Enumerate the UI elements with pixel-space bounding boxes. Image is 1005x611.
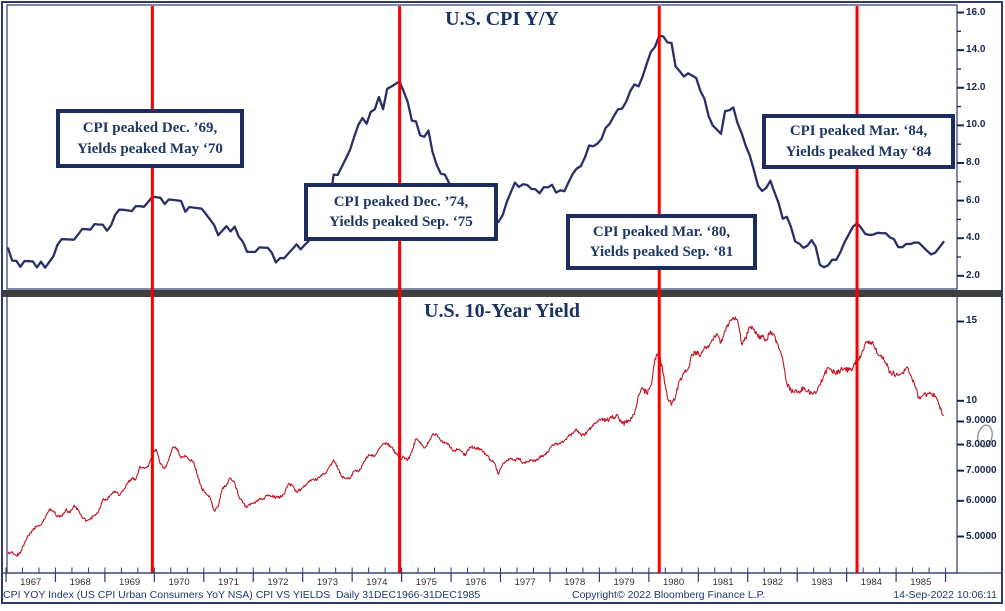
top-y-tick-label: 2.0	[966, 269, 980, 281]
x-axis-year-label: 1976	[465, 577, 487, 588]
annotation-line: CPI peaked Mar. ‘80,	[592, 223, 731, 240]
top-y-tick-label: 10.0	[966, 119, 986, 131]
x-axis-year-label: 1972	[267, 577, 289, 588]
annotation-line: CPI peaked Dec. ’69,	[82, 120, 218, 137]
x-axis-year-label: 1982	[761, 577, 784, 588]
panel-divider	[2, 290, 1003, 297]
top-y-tick-label: 4.0	[966, 232, 980, 244]
bottom-y-tick-label: 9.0000	[966, 415, 997, 427]
timestamp-text: 14-Sep-2022 10:06:11	[893, 589, 997, 601]
axis-oval-annotation	[977, 424, 993, 448]
bottom-y-axis-ticks	[957, 320, 964, 538]
annotation-box-dec74: CPI peaked Dec. ’74, Yields peaked Sep. …	[304, 183, 498, 241]
x-axis-year-label: 1974	[366, 577, 388, 588]
copyright-text: Copyright© 2022 Bloomberg Finance L.P.	[572, 589, 766, 601]
x-axis-year-label: 1971	[217, 577, 240, 588]
top-y-axis-ticks	[957, 11, 964, 277]
x-axis-year-label: 1978	[564, 577, 586, 588]
x-axis-year-label: 1977	[514, 577, 536, 588]
annotation-line: Yields peaked May ‘70	[77, 140, 223, 157]
annotation-line: Yields peaked Sep. ‘75	[329, 214, 473, 230]
cpi-peak-vlines	[150, 6, 859, 573]
x-axis-year-label: 1985	[910, 577, 932, 588]
top-chart-title: U.S. CPI Y/Y	[445, 8, 559, 30]
annotation-box-mar84: CPI peaked Mar. ‘84, Yields peaked May ‘…	[762, 114, 955, 169]
annotation-line: Yields peaked May ‘84	[785, 143, 932, 160]
x-axis-year-label: 1973	[316, 577, 338, 588]
x-axis-ticks	[5, 567, 947, 582]
top-y-tick-label: 14.0	[966, 44, 986, 56]
annotation-line: CPI peaked Mar. ‘84,	[789, 123, 928, 140]
ticker-description-text: CPI YOY Index (US CPI Urban Consumers Yo…	[3, 589, 481, 601]
top-y-tick-label: 6.0	[966, 194, 980, 206]
x-axis-year-label: 1975	[415, 577, 437, 588]
bottom-y-tick-label: 10	[966, 394, 978, 406]
annotation-line: CPI peaked Dec. ’74,	[333, 193, 469, 210]
top-y-tick-label: 16.0	[966, 6, 986, 18]
bottom-y-tick-label: 8.0000	[966, 438, 997, 450]
top-y-tick-label: 8.0	[966, 156, 980, 168]
x-axis-year-label: 1967	[20, 577, 42, 588]
x-axis-year-label: 1968	[69, 577, 91, 588]
ten-year-yield-line	[7, 316, 944, 557]
bottom-y-tick-label: 5.0000	[966, 530, 997, 542]
annotation-box-mar80: CPI peaked Mar. ‘80, Yields peaked Sep. …	[566, 214, 757, 270]
annotation-box-dec69: CPI peaked Dec. ’69, Yields peaked May ‘…	[56, 109, 244, 168]
x-axis-year-label: 1984	[860, 577, 882, 588]
x-axis-year-label: 1969	[119, 577, 141, 588]
x-axis-year-label: 1981	[712, 577, 734, 588]
x-axis-year-label: 1970	[168, 577, 190, 588]
x-axis-year-label: 1980	[662, 577, 685, 588]
bottom-y-tick-label: 7.0000	[966, 464, 997, 476]
top-y-tick-label: 12.0	[966, 81, 986, 93]
x-axis-year-label: 1983	[811, 577, 833, 588]
x-axis-year-label: 1979	[613, 577, 635, 588]
bottom-y-tick-label: 6.0000	[966, 494, 997, 506]
annotation-line: Yields peaked Sep. ‘81	[589, 244, 734, 260]
bottom-y-tick-label: 15	[966, 315, 978, 327]
bottom-chart-title: U.S. 10-Year Yield	[424, 300, 580, 322]
